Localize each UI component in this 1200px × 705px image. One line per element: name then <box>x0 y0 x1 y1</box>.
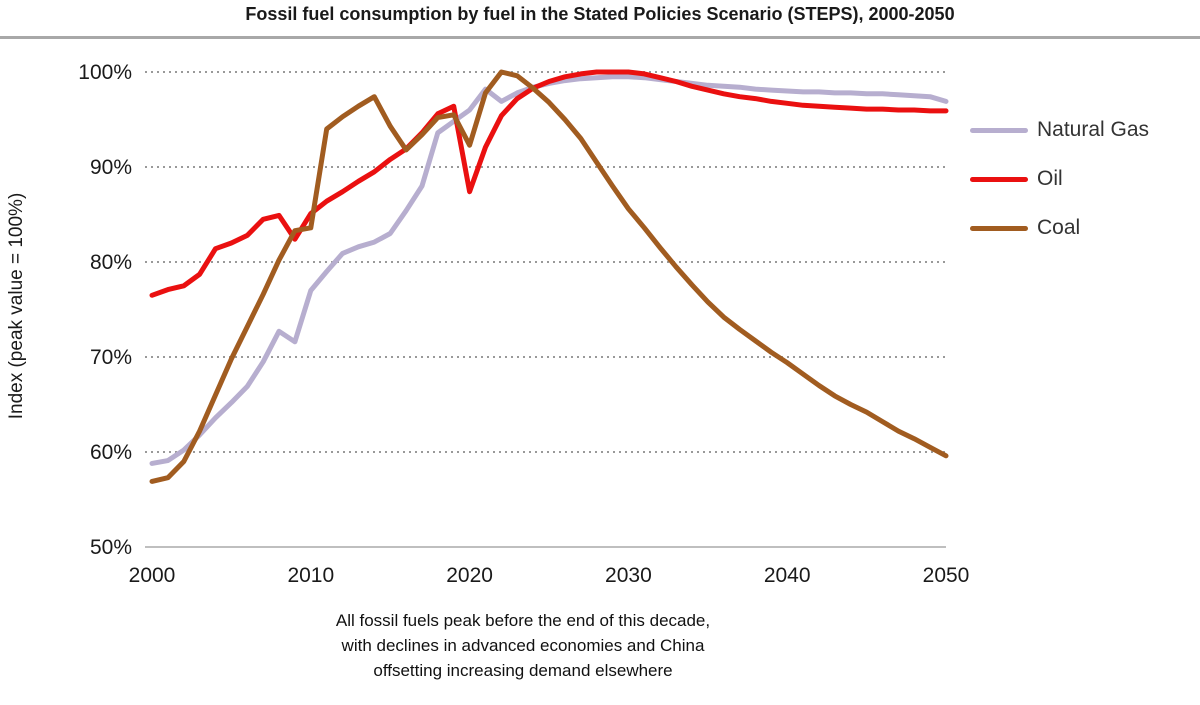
gridlines-group <box>145 71 946 548</box>
x-tick-label: 2030 <box>605 564 652 587</box>
y-tick-label: 70% <box>90 346 132 369</box>
coal-line <box>149 69 949 484</box>
y-tick-labels-group: 100% 90% 80% 70% 60% 50% <box>78 61 132 559</box>
x-tick-label: 2000 <box>129 564 176 587</box>
legend-item-oil: Oil <box>970 165 1149 193</box>
chart-caption: All fossil fuels peak before the end of … <box>123 608 923 683</box>
caption-line: All fossil fuels peak before the end of … <box>335 611 711 630</box>
natural-gas-line <box>149 74 949 466</box>
legend-label: Oil <box>1037 167 1063 190</box>
chart-title: Fossil fuel consumption by fuel in the S… <box>245 4 955 24</box>
x-tick-label: 2010 <box>287 564 334 587</box>
legend-item-coal: Coal <box>970 214 1149 242</box>
x-tick-label: 2050 <box>923 564 970 587</box>
title-divider <box>0 36 1200 39</box>
x-tick-labels-group: 2000 2010 2020 2030 2040 2050 <box>129 564 970 587</box>
y-tick-label: 100% <box>78 61 132 84</box>
y-tick-label: 90% <box>90 156 132 179</box>
oil-line <box>149 69 949 298</box>
legend-label: Natural Gas <box>1037 118 1150 141</box>
oil-line-swatch <box>970 176 1028 182</box>
chart-legend: Natural Gas Oil Coal <box>970 116 1149 263</box>
caption-line: with declines in advanced economies and … <box>341 636 705 655</box>
x-tick-label: 2020 <box>446 564 493 587</box>
natural-gas-line-swatch <box>970 127 1028 133</box>
legend-label: Coal <box>1037 216 1081 239</box>
coal-line-swatch <box>970 225 1028 231</box>
y-tick-label: 50% <box>90 536 132 559</box>
y-tick-label: 60% <box>90 441 132 464</box>
caption-line: offsetting increasing demand elsewhere <box>373 661 673 680</box>
x-tick-label: 2040 <box>764 564 811 587</box>
legend-item-natural-gas: Natural Gas <box>970 116 1149 144</box>
y-tick-label: 80% <box>90 251 132 274</box>
data-series-group <box>149 69 949 484</box>
